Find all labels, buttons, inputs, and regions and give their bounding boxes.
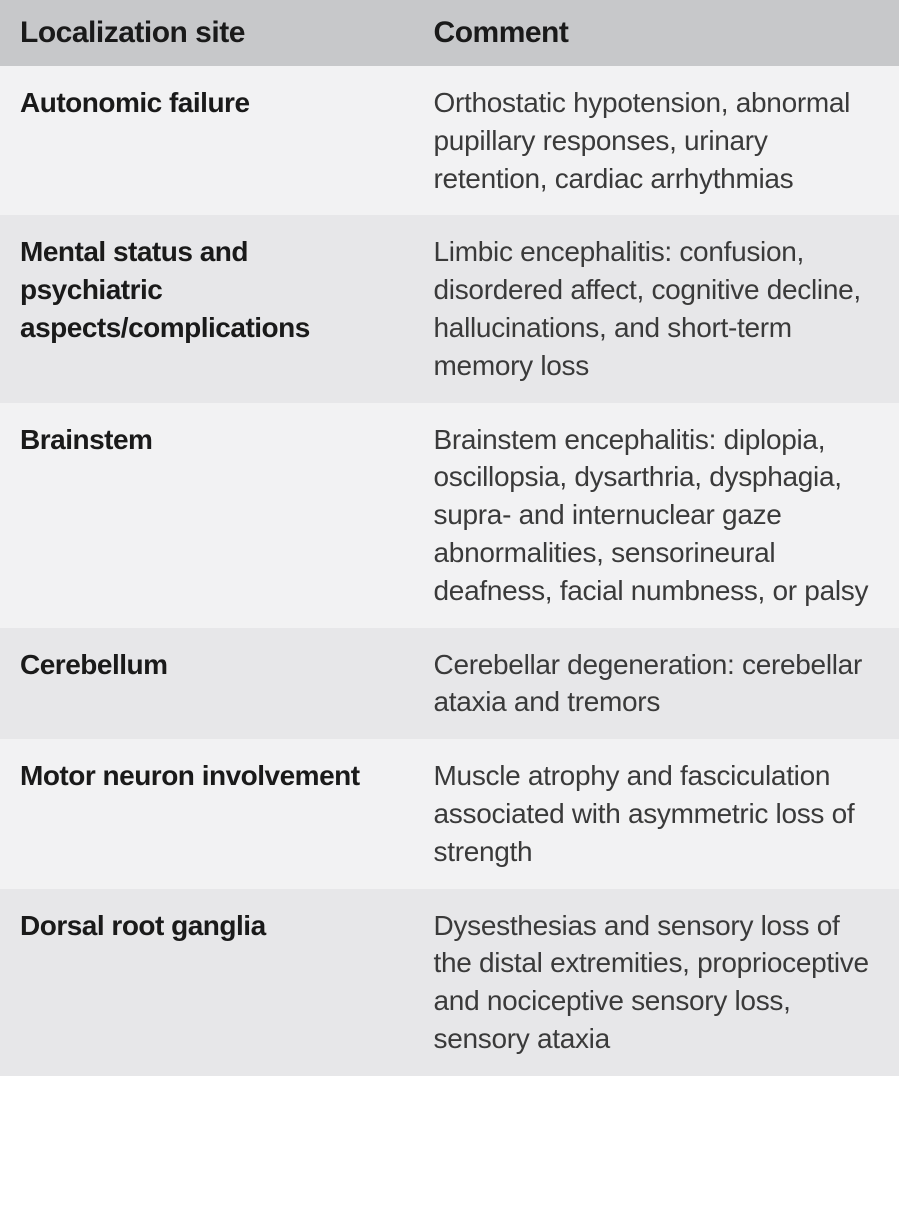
cell-comment: Orthostatic hypotension, abnormal pupill… xyxy=(414,66,899,215)
cell-site: Dorsal root ganglia xyxy=(0,889,414,1076)
cell-comment: Dysesthesias and sensory loss of the dis… xyxy=(414,889,899,1076)
table-row: Motor neuron involvement Muscle atrophy … xyxy=(0,739,899,888)
table-row: Mental status and psychiatric aspects/co… xyxy=(0,215,899,402)
cell-comment: Limbic encephalitis: confusion, disorder… xyxy=(414,215,899,402)
header-comment: Comment xyxy=(414,0,899,66)
cell-site: Cerebellum xyxy=(0,628,414,740)
table-header-row: Localization site Comment xyxy=(0,0,899,66)
cell-site: Autonomic failure xyxy=(0,66,414,215)
table-row: Cerebellum Cerebellar degeneration: cere… xyxy=(0,628,899,740)
localization-table: Localization site Comment Autonomic fail… xyxy=(0,0,899,1076)
cell-site: Mental status and psychiatric aspects/co… xyxy=(0,215,414,402)
cell-comment: Muscle atrophy and fasciculation associa… xyxy=(414,739,899,888)
cell-comment: Cerebellar degeneration: cerebellar atax… xyxy=(414,628,899,740)
cell-comment: Brainstem encephalitis: diplopia, oscill… xyxy=(414,403,899,628)
table-row: Dorsal root ganglia Dysesthesias and sen… xyxy=(0,889,899,1076)
table-row: Autonomic failure Orthostatic hypotensio… xyxy=(0,66,899,215)
header-localization-site: Localization site xyxy=(0,0,414,66)
table-row: Brainstem Brainstem encephalitis: diplop… xyxy=(0,403,899,628)
cell-site: Brainstem xyxy=(0,403,414,628)
cell-site: Motor neuron involvement xyxy=(0,739,414,888)
